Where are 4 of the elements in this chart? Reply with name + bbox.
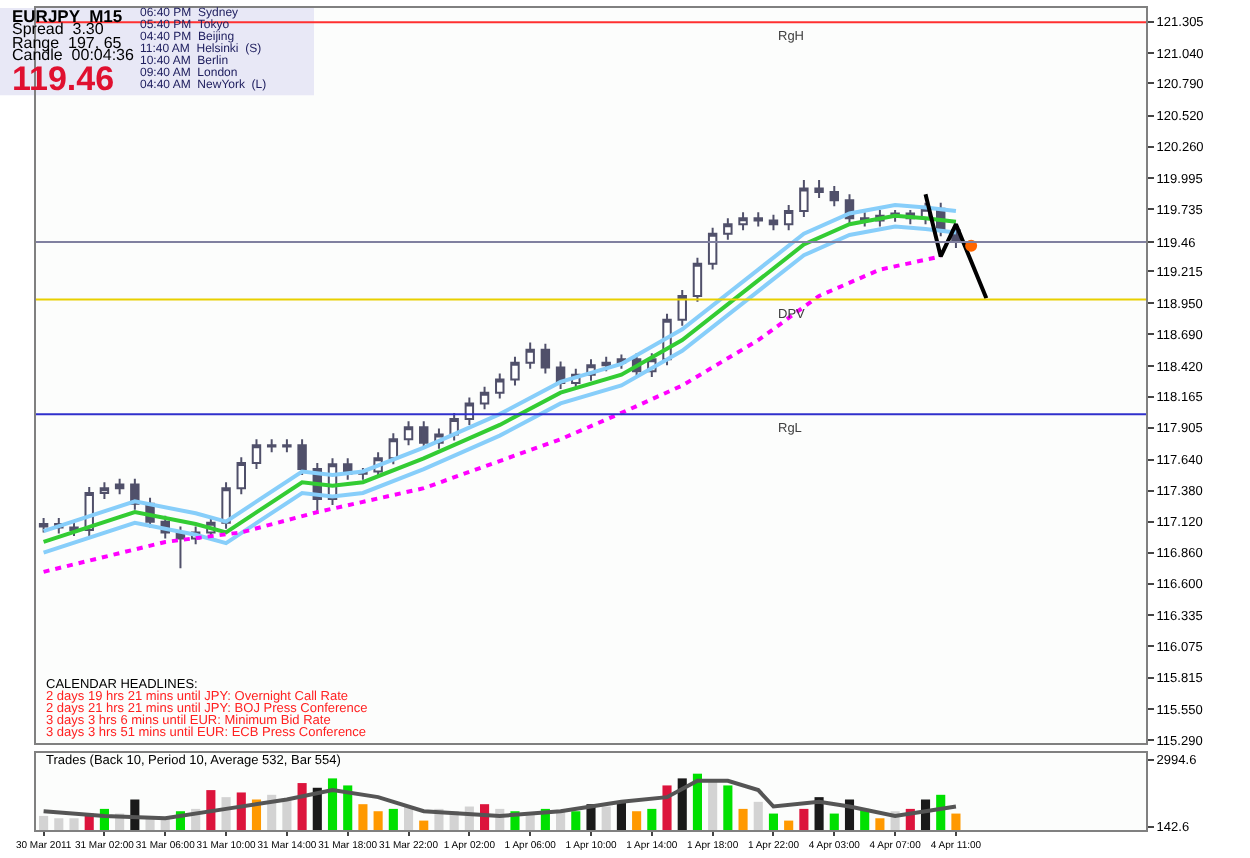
annotation: 119.46 xyxy=(12,60,115,98)
annotation: Spread 3.30 xyxy=(12,20,105,38)
chart-title: EURJPY M15 xyxy=(12,6,123,26)
annotation: Candle 00:04:36 xyxy=(12,46,135,64)
